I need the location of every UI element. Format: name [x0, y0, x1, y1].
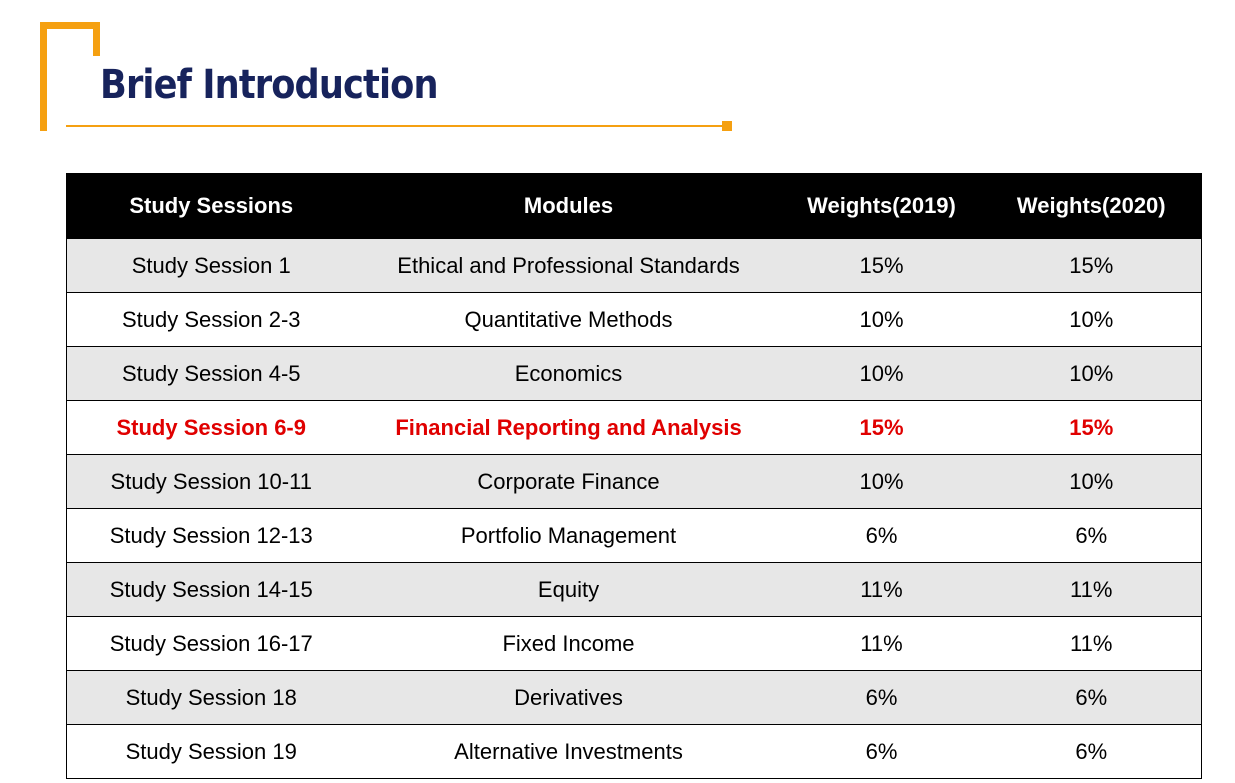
- column-header: Weights(2020): [981, 173, 1202, 239]
- table-row: Study Session 12-13 Portfolio Management 6…: [66, 508, 1202, 563]
- table-cell: 10%: [781, 346, 982, 401]
- table-cell: Study Session 12-13: [66, 508, 356, 563]
- table-cell: Study Session 6-9: [66, 400, 356, 455]
- weights-table: Study Sessions Modules Weights(2019) Weight…: [66, 173, 1202, 779]
- table-cell: 6%: [981, 508, 1202, 563]
- table-cell: Economics: [355, 346, 782, 401]
- table-cell: Portfolio Management: [355, 508, 782, 563]
- table-cell: 15%: [981, 238, 1202, 293]
- table-row: Study Session 2-3 Quantitative Methods 10%…: [66, 292, 1202, 347]
- column-header: Modules: [355, 173, 782, 239]
- table-cell: 10%: [781, 454, 982, 509]
- table-cell: 15%: [781, 400, 982, 455]
- table-cell: 11%: [781, 616, 982, 671]
- column-header: Weights(2019): [781, 173, 982, 239]
- table-cell: Ethical and Professional Standards: [355, 238, 782, 293]
- underline-end: [722, 121, 732, 131]
- table-cell: 6%: [781, 508, 982, 563]
- table-cell: Study Session 16-17: [66, 616, 356, 671]
- table-cell: Alternative Investments: [355, 724, 782, 779]
- table-cell: 6%: [981, 670, 1202, 725]
- table-cell: Study Session 18: [66, 670, 356, 725]
- table-cell: Study Session 4-5: [66, 346, 356, 401]
- title-underline: [66, 125, 726, 127]
- table-cell: 10%: [981, 346, 1202, 401]
- table-cell: Study Session 1: [66, 238, 356, 293]
- table-cell: Quantitative Methods: [355, 292, 782, 347]
- table-row: Study Session 1 Ethical and Professional …: [66, 238, 1202, 293]
- table-cell: 15%: [781, 238, 982, 293]
- table-cell: Financial Reporting and Analysis: [355, 400, 782, 455]
- table-cell: Equity: [355, 562, 782, 617]
- table-row: Study Session 10-11 Corporate Finance 10% 1…: [66, 454, 1202, 509]
- table-cell: 10%: [981, 454, 1202, 509]
- table-row: Study Session 19 Alternative Investments 6…: [66, 724, 1202, 779]
- table-cell: 11%: [981, 562, 1202, 617]
- table-cell: 6%: [781, 724, 982, 779]
- bracket-vertical: [40, 22, 47, 131]
- table-cell: 15%: [981, 400, 1202, 455]
- table-row: Study Session 14-15 Equity 11% 11%: [66, 562, 1202, 617]
- table-row: Study Session 18 Derivatives 6% 6%: [66, 670, 1202, 725]
- table-cell: 11%: [981, 616, 1202, 671]
- table-row: Study Session 16-17 Fixed Income 11% 11%: [66, 616, 1202, 671]
- table-cell: Study Session 19: [66, 724, 356, 779]
- table-row: Study Session 6-9 Financial Reporting and…: [66, 400, 1202, 455]
- table-cell: Fixed Income: [355, 616, 782, 671]
- table-row: Study Session 4-5 Economics 10% 10%: [66, 346, 1202, 401]
- table-cell: 10%: [781, 292, 982, 347]
- table-cell: Derivatives: [355, 670, 782, 725]
- table-cell: 6%: [981, 724, 1202, 779]
- bracket-top: [40, 22, 100, 29]
- header-row: Study Sessions Modules Weights(2019) Weight…: [66, 173, 1202, 239]
- table-cell: Study Session 14-15: [66, 562, 356, 617]
- table-cell: Study Session 2-3: [66, 292, 356, 347]
- table-cell: Corporate Finance: [355, 454, 782, 509]
- table-cell: 10%: [981, 292, 1202, 347]
- table-cell: 11%: [781, 562, 982, 617]
- bracket-tick: [93, 22, 100, 56]
- title: Brief Introduction: [100, 62, 439, 108]
- column-header: Study Sessions: [66, 173, 356, 239]
- table-cell: Study Session 10-11: [66, 454, 356, 509]
- table-cell: 6%: [781, 670, 982, 725]
